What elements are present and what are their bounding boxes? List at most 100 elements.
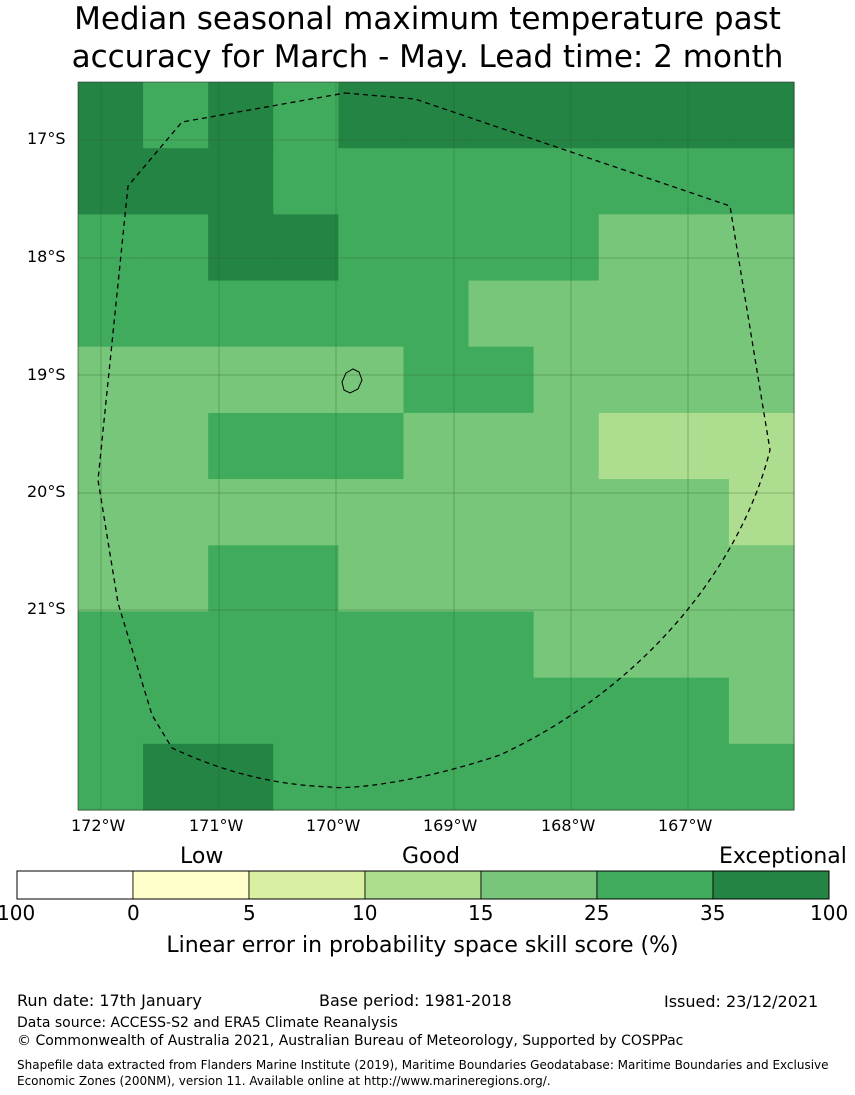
map-cell [208, 611, 274, 679]
map-cell [143, 611, 209, 679]
map-cell [403, 214, 470, 282]
map-cell [143, 545, 209, 613]
colorbar-tick-6: 25 [584, 901, 610, 925]
map-cell [663, 148, 730, 215]
island-outline [341, 368, 363, 394]
map-cell [663, 677, 730, 745]
base-period: Base period: 1981-2018 [319, 991, 512, 1010]
map-cell [728, 148, 795, 215]
title-line-2: accuracy for March - May. Lead time: 2 m… [71, 39, 784, 75]
run-date: Run date: 17th January [17, 991, 202, 1010]
map-cell [338, 280, 405, 348]
map-cell [663, 743, 730, 811]
map-cell [728, 611, 795, 679]
colorbar-boxes [16, 870, 830, 900]
colorbar-tick-8: 100 [810, 901, 849, 925]
data-source: Data source: ACCESS-S2 and ERA5 Climate … [17, 1015, 398, 1031]
map-cell [208, 545, 274, 613]
map-cell [403, 545, 470, 613]
map-cell [533, 82, 600, 149]
map-cell [143, 214, 209, 282]
map-cell [78, 82, 144, 149]
map-cell [208, 412, 274, 480]
map-cell [598, 214, 665, 282]
map-cell [78, 743, 144, 811]
colorbar-tick-5: 15 [468, 901, 494, 925]
legend-category-low: Low [180, 844, 224, 869]
shapefile-credit: Shapefile data extracted from Flanders M… [17, 1058, 829, 1088]
map-cell [403, 148, 470, 215]
map-cell [338, 743, 405, 811]
map-cell [533, 214, 600, 282]
map-cell [533, 611, 600, 679]
map-cell [533, 743, 600, 811]
map-cell [403, 280, 470, 348]
map-cell [468, 412, 535, 480]
map-cell [338, 148, 405, 215]
map-cell [598, 611, 665, 679]
map-cell [403, 743, 470, 811]
map-cell [468, 611, 535, 679]
map-cell [598, 280, 665, 348]
map-cell [468, 677, 535, 745]
map-cell [208, 743, 274, 811]
map-frame [77, 81, 795, 811]
map-cell [663, 479, 730, 546]
map-cell [468, 545, 535, 613]
map-cell [533, 148, 600, 215]
map-cell [403, 346, 470, 414]
lat-label-1: 17°S [27, 129, 66, 148]
map-cell [208, 677, 274, 745]
colorbar-tick-4: 10 [352, 901, 378, 925]
map-cell [338, 479, 405, 546]
colorbar-frame [16, 870, 830, 900]
map-cell [663, 346, 730, 414]
map-cell [273, 214, 339, 282]
map-cell [468, 280, 535, 348]
map-cell [663, 545, 730, 613]
map-cell [728, 280, 795, 348]
lon-label-4: 169°W [423, 816, 478, 835]
colorbar-box [16, 870, 134, 900]
map-cell [468, 743, 535, 811]
copyright: © Commonwealth of Australia 2021, Austra… [17, 1033, 684, 1049]
colorbar-tick-1: 100 [0, 901, 36, 925]
colorbar-tick-2: 0 [127, 901, 140, 925]
map-cell [403, 82, 470, 149]
map-cell [468, 346, 535, 414]
lon-label-2: 171°W [189, 816, 244, 835]
map-cell [468, 82, 535, 149]
map-cell [533, 412, 600, 480]
map-cell [143, 346, 209, 414]
legend-category-good: Good [402, 844, 460, 869]
map-cell [208, 280, 274, 348]
map-cell [598, 148, 665, 215]
map-cell [468, 479, 535, 546]
colorbar-box [248, 870, 366, 900]
lon-label-5: 168°W [541, 816, 596, 835]
map-cell [78, 148, 144, 215]
map-cell [728, 677, 795, 745]
map-cell [208, 214, 274, 282]
map-cell [143, 743, 209, 811]
map-cell [728, 346, 795, 414]
lon-label-3: 170°W [306, 816, 361, 835]
lon-label-1: 172°W [71, 816, 126, 835]
colorbar-box [132, 870, 250, 900]
title-line-1: Median seasonal maximum temperature past [74, 1, 781, 37]
map-cell [598, 545, 665, 613]
chart-title: Median seasonal maximum temperature past… [0, 0, 855, 76]
map-cell [533, 479, 600, 546]
lat-label-2: 18°S [27, 247, 66, 266]
map-cell [403, 479, 470, 546]
skill-score-map [77, 81, 795, 811]
map-cell [663, 412, 730, 480]
map-cell [728, 214, 795, 282]
map-cell [338, 346, 405, 414]
map-cell [533, 280, 600, 348]
map-cell [663, 611, 730, 679]
map-cell [143, 677, 209, 745]
map-cell [208, 82, 274, 149]
map-cell [273, 677, 339, 745]
map-cell [598, 743, 665, 811]
